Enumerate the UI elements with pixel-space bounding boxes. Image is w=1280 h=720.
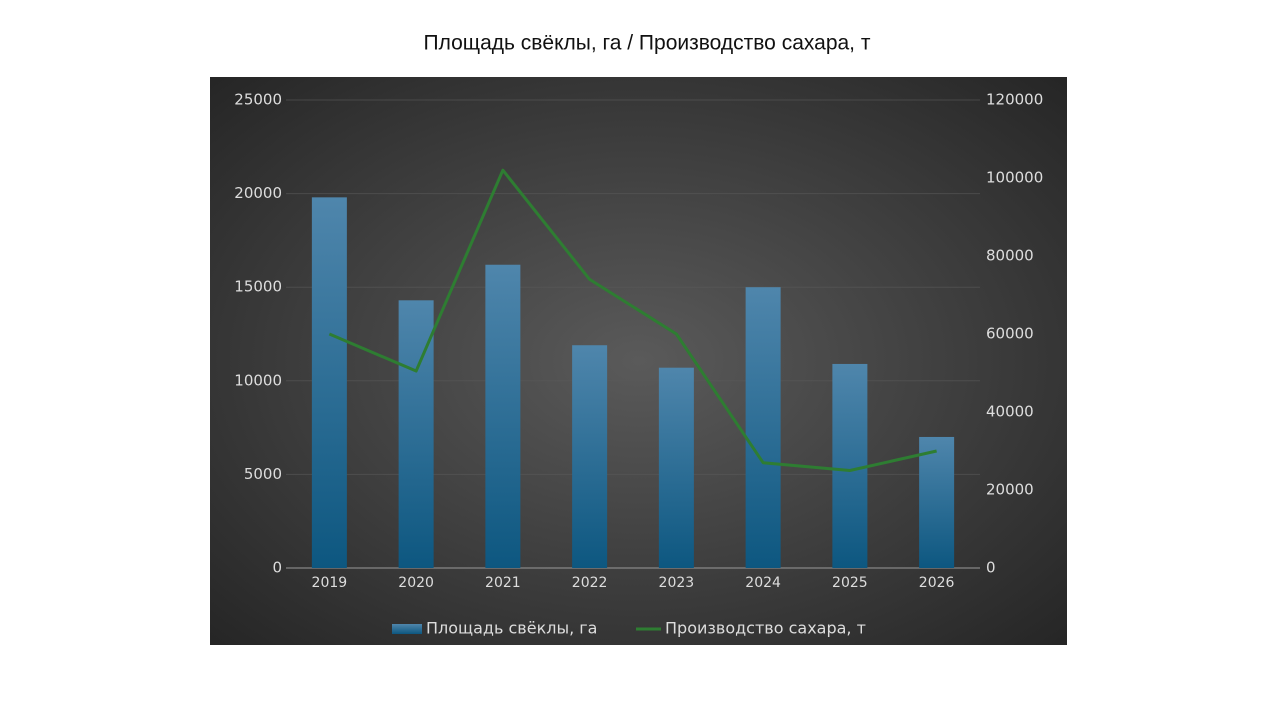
y-tick-label: 10000 [234,371,282,389]
bar [311,197,347,568]
y2-tick-label: 20000 [986,481,1034,499]
x-tick-label: 2023 [659,575,695,591]
y2-tick-label: 100000 [986,169,1043,187]
y-tick-label: 0 [272,559,282,577]
x-tick-label: 2024 [745,575,781,591]
y2-tick-label: 60000 [986,325,1034,343]
y-tick-label: 20000 [234,184,282,202]
y-tick-label: 25000 [234,91,282,109]
bar [658,367,694,568]
bar [572,345,608,568]
x-tick-label: 2019 [312,575,348,591]
y2-tick-label: 40000 [986,403,1034,421]
x-tick-label: 2026 [919,575,955,591]
chart-title: Площадь свёклы, га / Производство сахара… [424,32,871,55]
x-tick-label: 2021 [485,575,521,591]
x-tick-label: 2020 [398,575,434,591]
bar [832,363,868,568]
x-tick-label: 2022 [572,575,608,591]
y-tick-label: 15000 [234,278,282,296]
legend-swatch [392,624,422,634]
y2-tick-label: 80000 [986,247,1034,265]
y2-tick-label: 120000 [986,91,1043,109]
bar [485,264,521,568]
legend-label: Производство сахара, т [665,619,866,638]
line [328,168,937,472]
x-tick-label: 2025 [832,575,868,591]
y2-tick-label: 0 [986,559,996,577]
y-tick-label: 5000 [244,465,282,483]
bar [745,287,781,568]
legend-label: Площадь свёклы, га [426,619,597,638]
bar [919,436,955,568]
